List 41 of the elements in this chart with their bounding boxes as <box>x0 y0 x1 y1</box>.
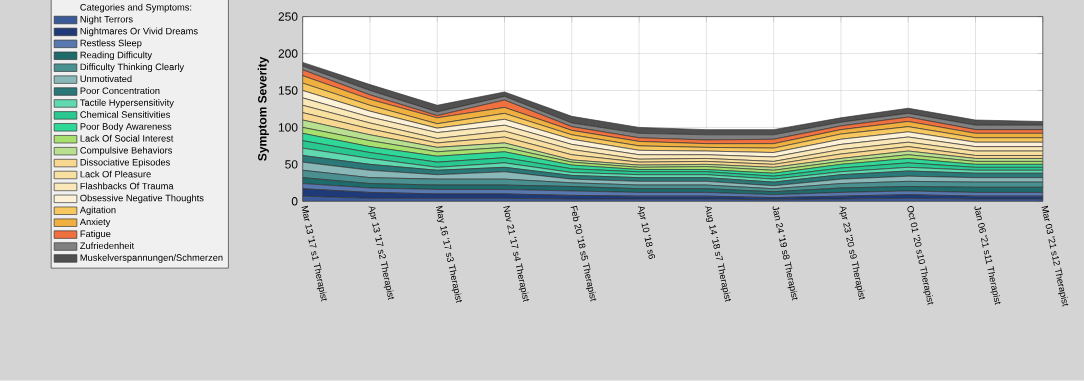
legend-label: Poor Body Awareness <box>80 123 172 132</box>
legend-label: Reading Difficulty <box>80 51 153 61</box>
y-tick-label: 150 <box>278 86 298 95</box>
legend-label: Tactile Hypersensitivity <box>80 99 174 108</box>
x-tick-label: Apr 23 '20 s9 Therapist <box>839 206 866 301</box>
legend-label: Difficulty Thinking Clearly <box>80 63 185 73</box>
legend-label: Flashbacks Of Trauma <box>80 182 174 190</box>
y-tick-label: 0 <box>291 197 298 206</box>
y-tick-label: 200 <box>278 49 298 58</box>
legend-label: Poor Concentration <box>80 87 160 95</box>
y-axis-title: Symptom Severity <box>257 57 269 161</box>
legend-label: Lack Of Pleasure <box>80 170 151 178</box>
y-tick-label: 50 <box>285 160 298 169</box>
legend-label: Night Terrors <box>80 15 133 25</box>
legend-label: Agitation <box>79 206 116 216</box>
x-tick-label: May 16 '17 s3 Therapist <box>436 205 463 304</box>
x-tick-label: Mar 03 '21 s12 Therapist <box>1041 205 1069 307</box>
legend-label: Muskelverspannungen/Schmerzen <box>80 254 223 263</box>
x-tick-label: Jan 24 '19 s8 Therapist <box>772 206 798 301</box>
y-tick-label: 250 <box>278 12 298 22</box>
legend-label: Unmotivated <box>80 75 132 83</box>
x-tick-label: Apr 13 '17 s2 Therapist <box>368 206 395 301</box>
legend-label: Fatigue <box>80 230 111 240</box>
legend-label: Lack Of Social Interest <box>80 135 174 142</box>
legend-label: Compulsive Behaviors <box>80 146 173 156</box>
legend-label: Nightmares Or Vivid Dreams <box>80 27 198 37</box>
x-tick-label: Aug 14 '18 s7 Therapist <box>705 206 732 303</box>
legend-label: Anxiety <box>79 218 111 228</box>
x-tick-label: Mar 13 '17 s1 Therapist <box>301 205 328 302</box>
x-tick-label: Oct 01 '20 s10 Therapist <box>907 206 934 306</box>
legend-title: Categories and Symptoms: <box>80 3 192 13</box>
x-tick-label: Apr 10 '18 s6 <box>637 206 656 260</box>
legend-label: Restless Sleep <box>80 39 142 49</box>
legend-label: Chemical Sensitivities <box>80 111 170 118</box>
legend-label: Zufriedenheit <box>80 242 135 250</box>
y-tick-label: 100 <box>278 123 298 132</box>
x-tick-label: Jan 06 '21 s11 Therapist <box>974 206 1001 306</box>
x-tick-label: Feb 20 '18 s5 Therapist <box>570 205 597 302</box>
legend-label: Dissociative Episodes <box>80 158 170 168</box>
legend-label: Obsessive Negative Thoughts <box>80 194 204 204</box>
x-tick-label: Nov 21 '17 s4 Therapist <box>503 205 530 303</box>
